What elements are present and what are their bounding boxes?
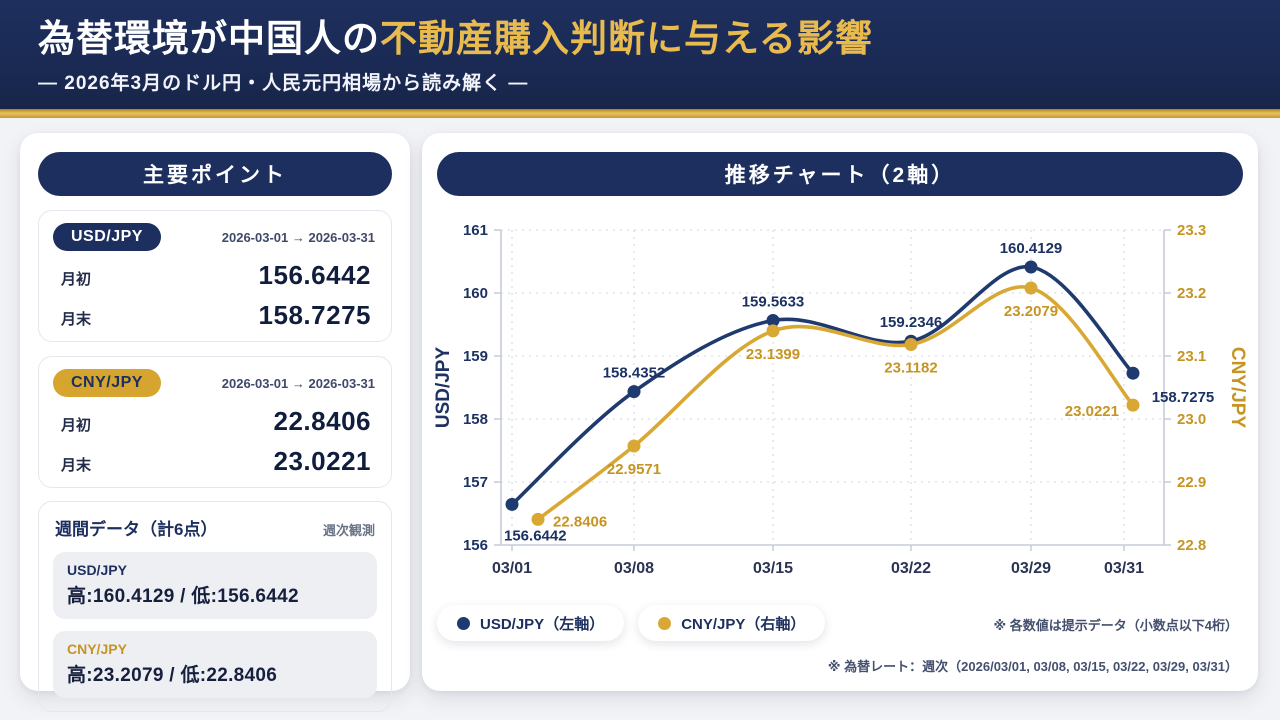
month-start-value: 156.6442 xyxy=(258,260,371,290)
data-point-label: 159.5633 xyxy=(742,294,805,311)
usdjpy-weekly-pair: USD/JPY xyxy=(67,562,127,578)
cnyjpy-weekly-pair: CNY/JPY xyxy=(67,641,127,657)
month-start-label: 月初 xyxy=(61,271,92,288)
data-point xyxy=(1024,260,1038,274)
data-point xyxy=(627,439,641,453)
data-point-label: 23.2079 xyxy=(1004,303,1058,320)
chart-footnote-precision: ※ 各数値は提示データ（小数点以下4桁） xyxy=(993,618,1238,633)
gold-accent-stripe xyxy=(0,109,1280,118)
data-point-label: 22.8406 xyxy=(553,513,607,530)
series-line-usdjpy xyxy=(510,265,1135,507)
data-point xyxy=(505,497,519,511)
x-axis-tick-label: 03/15 xyxy=(753,560,793,577)
cnyjpy-legend-label: CNY/JPY（右軸） xyxy=(681,615,806,633)
right-axis-tick-label: 23.0 xyxy=(1177,411,1206,428)
usdjpy-summary-card: USD/JPY 2026-03-01 → 2026-03-31 月初 156.6… xyxy=(38,210,392,342)
usdjpy-weekly-range: USD/JPY 高:160.4129 / 低:156.6442 xyxy=(53,552,377,619)
data-point-label: 156.6442 xyxy=(504,527,567,544)
usdjpy-badge: USD/JPY xyxy=(53,223,161,251)
data-point-label: 159.2346 xyxy=(880,314,943,331)
chart-header: 推移チャート（2軸） xyxy=(437,152,1243,196)
data-point xyxy=(1126,366,1140,380)
left-axis-title: USD/JPY xyxy=(433,347,454,429)
x-axis-tick-label: 03/29 xyxy=(1011,560,1051,577)
left-axis-tick-label: 157 xyxy=(463,474,488,491)
x-axis-tick-label: 03/22 xyxy=(891,560,931,577)
left-axis-tick-label: 156 xyxy=(463,537,488,554)
chart-footnote-dates: ※ 為替レート：週次（2026/03/01, 03/08, 03/15, 03/… xyxy=(827,659,1238,674)
key-points-header: 主要ポイント xyxy=(38,152,392,196)
page-header: 為替環境が中国人の不動産購入判断に与える影響 — 2026年3月のドル円・人民元… xyxy=(0,0,1280,109)
cnyjpy-summary-card: CNY/JPY 2026-03-01 → 2026-03-31 月初 22.84… xyxy=(38,356,392,488)
dual-axis-line-chart: 156 22.8 157 22.9 158 23.0 159 23.1 160 23.2 161 23… xyxy=(433,222,1248,577)
right-axis-tick-label: 22.8 xyxy=(1177,537,1206,554)
page-subtitle: — 2026年3月のドル円・人民元円相場から読み解く — xyxy=(38,73,529,95)
data-point-label: 23.1182 xyxy=(884,360,937,377)
chart-panel: 推移チャート（2軸） 156 22.8 157 22.9 158 23.0 159 23.1 1… xyxy=(422,133,1258,691)
cnyjpy-month-start-row: 月初 22.8406 xyxy=(53,406,375,437)
weekly-observation-note: 週次観測 xyxy=(322,523,375,538)
right-axis-tick-label: 23.3 xyxy=(1177,222,1206,239)
x-axis-tick-label: 03/01 xyxy=(492,560,532,577)
data-point xyxy=(1024,281,1038,295)
right-axis-tick-label: 23.2 xyxy=(1177,285,1206,302)
data-point xyxy=(904,338,918,351)
x-axis-tick-label: 03/31 xyxy=(1104,560,1144,577)
cnyjpy-weekly-high-low: 高:23.2079 / 低:22.8406 xyxy=(67,665,278,686)
cnyjpy-period: 2026-03-01 → 2026-03-31 xyxy=(221,375,375,391)
chart-legend: USD/JPY（左軸） CNY/JPY（右軸） xyxy=(437,605,826,641)
data-point xyxy=(766,324,780,338)
left-axis-tick-label: 161 xyxy=(463,222,488,239)
month-start-label: 月初 xyxy=(61,417,92,434)
legend-item-usdjpy: USD/JPY（左軸） xyxy=(437,605,625,641)
page-title-white: 為替環境が中国人の xyxy=(38,18,380,59)
key-points-panel: 主要ポイント USD/JPY 2026-03-01 → 2026-03-31 月… xyxy=(20,133,410,712)
usdjpy-weekly-high-low: 高:160.4129 / 低:156.6442 xyxy=(67,586,299,607)
data-point-label: 23.0221 xyxy=(1065,403,1119,420)
cnyjpy-weekly-range: CNY/JPY 高:23.2079 / 低:22.8406 xyxy=(53,631,377,698)
weekly-data-title: 週間データ（計6点） xyxy=(55,520,218,539)
data-point xyxy=(531,512,545,526)
usdjpy-legend-dot-icon xyxy=(457,616,470,630)
month-start-value: 22.8406 xyxy=(273,406,371,436)
left-axis-tick-label: 159 xyxy=(463,348,488,365)
data-point-label: 158.7275 xyxy=(1152,389,1215,406)
cnyjpy-month-end-row: 月末 23.0221 xyxy=(53,446,375,477)
cnyjpy-badge: CNY/JPY xyxy=(53,369,161,397)
usdjpy-period: 2026-03-01 → 2026-03-31 xyxy=(221,229,375,245)
legend-item-cnyjpy: CNY/JPY（右軸） xyxy=(638,605,826,641)
right-axis-tick-label: 23.1 xyxy=(1177,348,1206,365)
weekly-data-card: 週間データ（計6点） 週次観測 USD/JPY 高:160.4129 / 低:1… xyxy=(38,501,392,712)
data-point xyxy=(766,314,780,327)
usdjpy-month-end-row: 月末 158.7275 xyxy=(53,300,375,331)
left-axis-tick-label: 158 xyxy=(463,411,488,428)
data-point-label: 23.1399 xyxy=(746,346,800,363)
data-point xyxy=(1126,398,1140,412)
usdjpy-legend-label: USD/JPY（左軸） xyxy=(480,615,605,633)
x-axis-tick-label: 03/08 xyxy=(614,560,654,577)
left-axis-tick-label: 160 xyxy=(463,285,488,302)
data-point xyxy=(627,385,641,399)
right-axis-tick-label: 22.9 xyxy=(1177,474,1206,491)
right-axis-title: CNY/JPY xyxy=(1227,347,1248,429)
data-point-label: 22.9571 xyxy=(607,461,661,478)
month-end-label: 月末 xyxy=(61,311,92,328)
month-end-value: 158.7275 xyxy=(258,300,371,330)
usdjpy-month-start-row: 月初 156.6442 xyxy=(53,260,375,291)
series-line-cnyjpy xyxy=(536,285,1135,522)
data-point-label: 158.4352 xyxy=(603,365,666,382)
page-title-gold: 不動産購入判断に与える影響 xyxy=(380,18,873,59)
data-point-label: 160.4129 xyxy=(1000,240,1063,257)
month-end-label: 月末 xyxy=(61,457,92,474)
month-end-value: 23.0221 xyxy=(273,446,371,476)
page-title: 為替環境が中国人の不動産購入判断に与える影響 xyxy=(38,17,1242,61)
cnyjpy-legend-dot-icon xyxy=(658,616,672,630)
